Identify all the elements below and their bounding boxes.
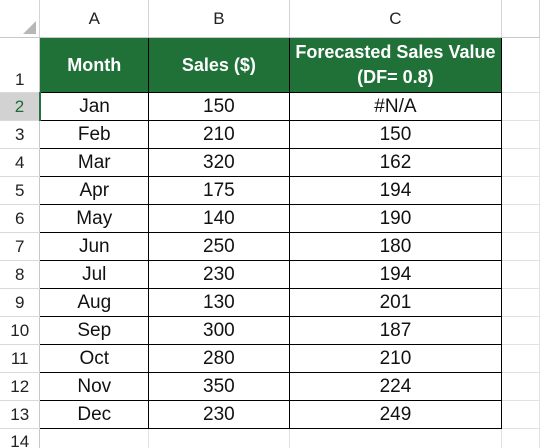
empty-cell[interactable] [501, 120, 540, 149]
table-row: 8 Jul 230 194 [0, 260, 540, 289]
header-cell-forecast[interactable]: Forecasted Sales Value (DF= 0.8) [288, 37, 503, 93]
cell-month[interactable]: Jan [39, 92, 150, 121]
cell-sales[interactable]: 250 [148, 232, 290, 261]
table-header-row: 1 Month Sales ($) Forecasted Sales Value… [0, 37, 540, 93]
cell-month[interactable]: Oct [39, 344, 150, 373]
column-header-row: A B C [0, 0, 540, 38]
empty-cell[interactable] [501, 148, 540, 177]
row-number[interactable]: 12 [0, 372, 41, 401]
cell-forecast[interactable]: 190 [288, 204, 503, 233]
table-row: 13 Dec 230 249 [0, 400, 540, 429]
table-row: 3 Feb 210 150 [0, 120, 540, 149]
cell-forecast[interactable]: 180 [288, 232, 503, 261]
cell-month[interactable]: Sep [39, 316, 150, 345]
empty-cell[interactable] [501, 344, 540, 373]
row-number[interactable]: 3 [0, 120, 41, 149]
empty-cell[interactable] [501, 316, 540, 345]
cell-month[interactable]: Jul [39, 260, 150, 289]
cell-sales[interactable]: 300 [148, 316, 290, 345]
cell-month[interactable]: May [39, 204, 150, 233]
cell-sales[interactable]: 280 [148, 344, 290, 373]
cell-sales[interactable]: 230 [148, 260, 290, 289]
empty-cell[interactable] [501, 288, 540, 317]
row-number[interactable]: 7 [0, 232, 41, 261]
header-forecast-line1: Forecasted Sales Value [295, 42, 496, 62]
table-row: 2 Jan 150 #N/A [0, 92, 540, 121]
table-row: 12 Nov 350 224 [0, 372, 540, 401]
column-header-a[interactable]: A [39, 0, 150, 38]
cell-sales[interactable]: 150 [148, 92, 290, 121]
row-number[interactable]: 1 [0, 37, 41, 93]
cell-sales[interactable]: 210 [148, 120, 290, 149]
cell-month[interactable]: Aug [39, 288, 150, 317]
cell-forecast[interactable]: 201 [288, 288, 503, 317]
column-header-empty [501, 0, 540, 38]
table-row: 6 May 140 190 [0, 204, 540, 233]
header-cell-month[interactable]: Month [39, 37, 150, 93]
table-row: 10 Sep 300 187 [0, 316, 540, 345]
empty-cell[interactable] [501, 204, 540, 233]
empty-cell[interactable] [501, 372, 540, 401]
cell-sales[interactable]: 140 [148, 204, 290, 233]
cell-forecast[interactable]: 150 [288, 120, 503, 149]
table-row-empty: 14 [0, 428, 540, 448]
cell-sales[interactable]: 350 [148, 372, 290, 401]
row-number[interactable]: 11 [0, 344, 41, 373]
cell-forecast[interactable]: 224 [288, 372, 503, 401]
cell-sales[interactable]: 320 [148, 148, 290, 177]
empty-cell[interactable] [501, 176, 540, 205]
cell-forecast[interactable]: 249 [288, 400, 503, 429]
empty-cell[interactable] [501, 400, 540, 429]
empty-cell[interactable] [501, 428, 540, 448]
header-forecast-line2: (DF= 0.8) [357, 67, 434, 87]
select-all-button[interactable] [0, 0, 41, 38]
cell-forecast[interactable]: 210 [288, 344, 503, 373]
row-number[interactable]: 8 [0, 260, 41, 289]
empty-cell[interactable] [501, 260, 540, 289]
row-number[interactable]: 4 [0, 148, 41, 177]
cell-sales[interactable]: 175 [148, 176, 290, 205]
row-number[interactable]: 6 [0, 204, 41, 233]
cell-month[interactable]: Apr [39, 176, 150, 205]
row-number[interactable]: 10 [0, 316, 41, 345]
row-number[interactable]: 9 [0, 288, 41, 317]
row-number-active[interactable]: 2 [0, 92, 41, 121]
column-header-b[interactable]: B [148, 0, 290, 38]
empty-cell[interactable] [148, 428, 290, 448]
empty-cell[interactable] [501, 37, 540, 93]
empty-cell[interactable] [501, 232, 540, 261]
cell-month[interactable]: Dec [39, 400, 150, 429]
row-number[interactable]: 13 [0, 400, 41, 429]
empty-cell[interactable] [501, 92, 540, 121]
cell-month[interactable]: Feb [39, 120, 150, 149]
cell-sales[interactable]: 230 [148, 400, 290, 429]
cell-sales[interactable]: 130 [148, 288, 290, 317]
cell-month[interactable]: Jun [39, 232, 150, 261]
table-row: 11 Oct 280 210 [0, 344, 540, 373]
column-header-c[interactable]: C [289, 0, 503, 38]
cell-forecast[interactable]: 194 [288, 260, 503, 289]
table-row: 9 Aug 130 201 [0, 288, 540, 317]
table-row: 7 Jun 250 180 [0, 232, 540, 261]
cell-forecast[interactable]: 187 [288, 316, 503, 345]
cell-forecast[interactable]: #N/A [288, 92, 503, 121]
row-number[interactable]: 5 [0, 176, 41, 205]
table-row: 4 Mar 320 162 [0, 148, 540, 177]
select-all-triangle-icon [23, 21, 37, 34]
cell-forecast[interactable]: 194 [288, 176, 503, 205]
cell-forecast[interactable]: 162 [288, 148, 503, 177]
empty-cell[interactable] [39, 428, 150, 448]
cell-month[interactable]: Mar [39, 148, 150, 177]
header-cell-sales[interactable]: Sales ($) [148, 37, 290, 93]
cell-month[interactable]: Nov [39, 372, 150, 401]
empty-cell[interactable] [289, 428, 503, 448]
table-row: 5 Apr 175 194 [0, 176, 540, 205]
row-number[interactable]: 14 [0, 428, 41, 448]
